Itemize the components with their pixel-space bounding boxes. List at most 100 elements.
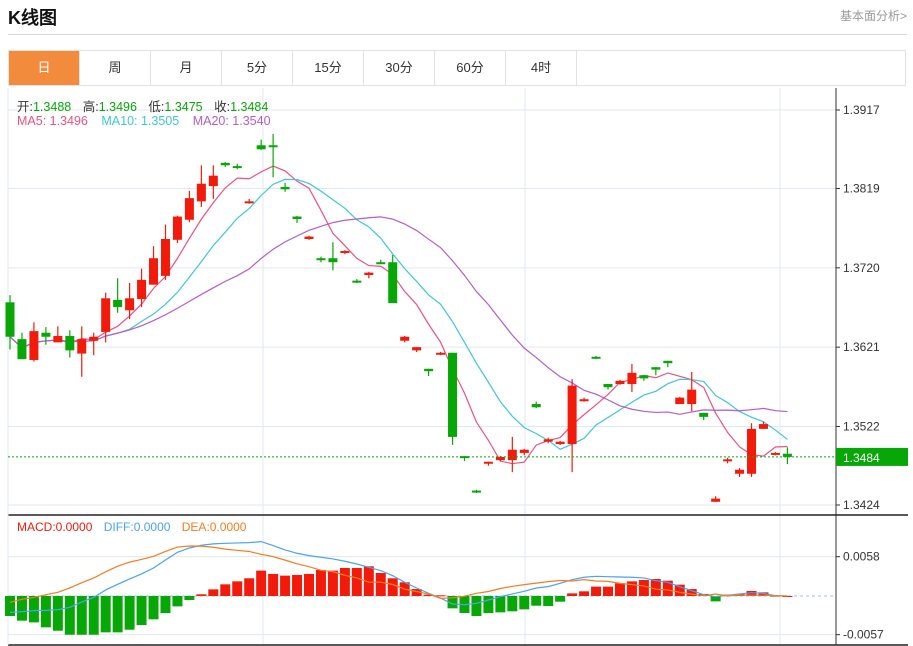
candle-up xyxy=(519,449,529,453)
macd-bar xyxy=(208,589,219,596)
candle-down xyxy=(220,162,230,166)
ma5-legend: MA5: 1.3496 xyxy=(17,114,88,128)
price-tick-label: 1.3917 xyxy=(843,103,880,117)
macd-bar xyxy=(244,578,255,596)
low-label: 低: xyxy=(148,100,165,114)
candle-up xyxy=(244,201,254,204)
macd-bar xyxy=(220,584,231,596)
candle-up xyxy=(543,439,553,442)
high-value: 1.3496 xyxy=(98,100,137,114)
macd-bar xyxy=(363,566,374,596)
macd-bar xyxy=(232,581,243,596)
candle-up xyxy=(196,183,206,202)
price-tick-label: 1.3522 xyxy=(843,419,880,433)
low-value: 1.3475 xyxy=(164,100,203,114)
candle-down xyxy=(699,412,709,417)
candle-down xyxy=(113,299,123,308)
candle-up xyxy=(507,449,517,461)
open-value: 1.3488 xyxy=(32,100,72,114)
macd-bar xyxy=(88,596,99,635)
fundamental-analysis-link[interactable]: 基本面分析> xyxy=(839,9,907,23)
candle-down xyxy=(316,258,326,261)
tab-3[interactable]: 5分 xyxy=(222,51,293,85)
tab-1[interactable]: 周 xyxy=(80,51,151,85)
candle-down xyxy=(65,335,75,351)
candle-down xyxy=(376,262,386,265)
tab-0[interactable]: 日 xyxy=(9,51,80,85)
macd-bar xyxy=(124,596,135,630)
macd-bar xyxy=(674,584,685,596)
candle-down xyxy=(651,367,661,370)
candle-down xyxy=(232,166,242,169)
period-tabs: 日周月 5分 15分 30分 60分 4时 xyxy=(8,50,906,86)
candle-down xyxy=(388,262,398,304)
last-price-label: 1.3484 xyxy=(843,451,880,465)
macd-bar xyxy=(758,592,769,596)
ma20-legend: MA20: 1.3540 xyxy=(192,114,271,128)
macd-bar xyxy=(614,583,625,596)
candle-up xyxy=(723,459,733,462)
tab-5[interactable]: 30分 xyxy=(364,51,435,85)
candle-up xyxy=(29,331,39,360)
macd-bar xyxy=(662,580,673,596)
macd-bar xyxy=(746,590,757,596)
macd-bar xyxy=(172,596,183,607)
candle-up xyxy=(770,452,780,455)
macd-bar xyxy=(710,596,721,602)
macd-bar xyxy=(76,596,87,635)
diff-line xyxy=(9,540,788,613)
tab-6[interactable]: 60分 xyxy=(435,51,506,85)
candle-down xyxy=(292,216,302,219)
tab-4[interactable]: 15分 xyxy=(293,51,364,85)
macd-bar xyxy=(100,596,111,633)
macd-bar xyxy=(375,573,386,596)
candle-up xyxy=(184,198,194,220)
close-label: 收: xyxy=(214,100,231,114)
macd-bar xyxy=(292,574,303,596)
candle-down xyxy=(591,356,601,359)
macd-bar xyxy=(579,591,590,596)
macd-bar xyxy=(567,593,578,596)
macd-bar xyxy=(471,596,482,617)
macd-bar xyxy=(327,570,338,596)
candle-down xyxy=(328,258,338,263)
macd-bar xyxy=(160,596,171,614)
candle-down xyxy=(352,280,362,283)
macd-bar xyxy=(531,596,542,606)
candle-down xyxy=(424,368,434,372)
macd-bar xyxy=(268,573,279,596)
macd-bar xyxy=(148,596,159,620)
tab-2[interactable]: 月 xyxy=(151,51,222,85)
macd-bar xyxy=(40,596,51,628)
macd-bar xyxy=(387,578,398,596)
price-tick-label: 1.3424 xyxy=(843,498,880,512)
open-label: 开: xyxy=(17,100,33,114)
macd-bar xyxy=(351,567,362,596)
ma20-line xyxy=(9,216,788,415)
macd-bar xyxy=(136,596,147,626)
candle-up xyxy=(304,236,314,239)
candle-up xyxy=(758,424,768,429)
macd-tick-label: -0.0057 xyxy=(843,628,884,642)
candle-up xyxy=(89,336,99,341)
macd-bar xyxy=(112,596,123,633)
macd-bar xyxy=(64,596,75,635)
macd-bar xyxy=(339,567,350,596)
candle-up xyxy=(436,352,446,355)
macd-bar xyxy=(28,596,39,623)
candle-up xyxy=(675,397,685,405)
candle-down xyxy=(663,360,673,364)
tab-7[interactable]: 4时 xyxy=(506,51,577,85)
candle-down xyxy=(268,145,278,148)
diff-value: DIFF:0.0000 xyxy=(103,520,171,534)
close-value: 1.3484 xyxy=(230,100,269,114)
high-label: 高: xyxy=(82,100,99,114)
candle-down xyxy=(17,339,27,360)
macd-bar xyxy=(256,570,267,596)
macd-bar xyxy=(603,586,613,596)
ma10-line xyxy=(9,178,788,451)
candle-up xyxy=(579,399,589,402)
macd-bar xyxy=(315,569,326,596)
candle-down xyxy=(471,490,481,493)
candle-up xyxy=(364,272,374,276)
